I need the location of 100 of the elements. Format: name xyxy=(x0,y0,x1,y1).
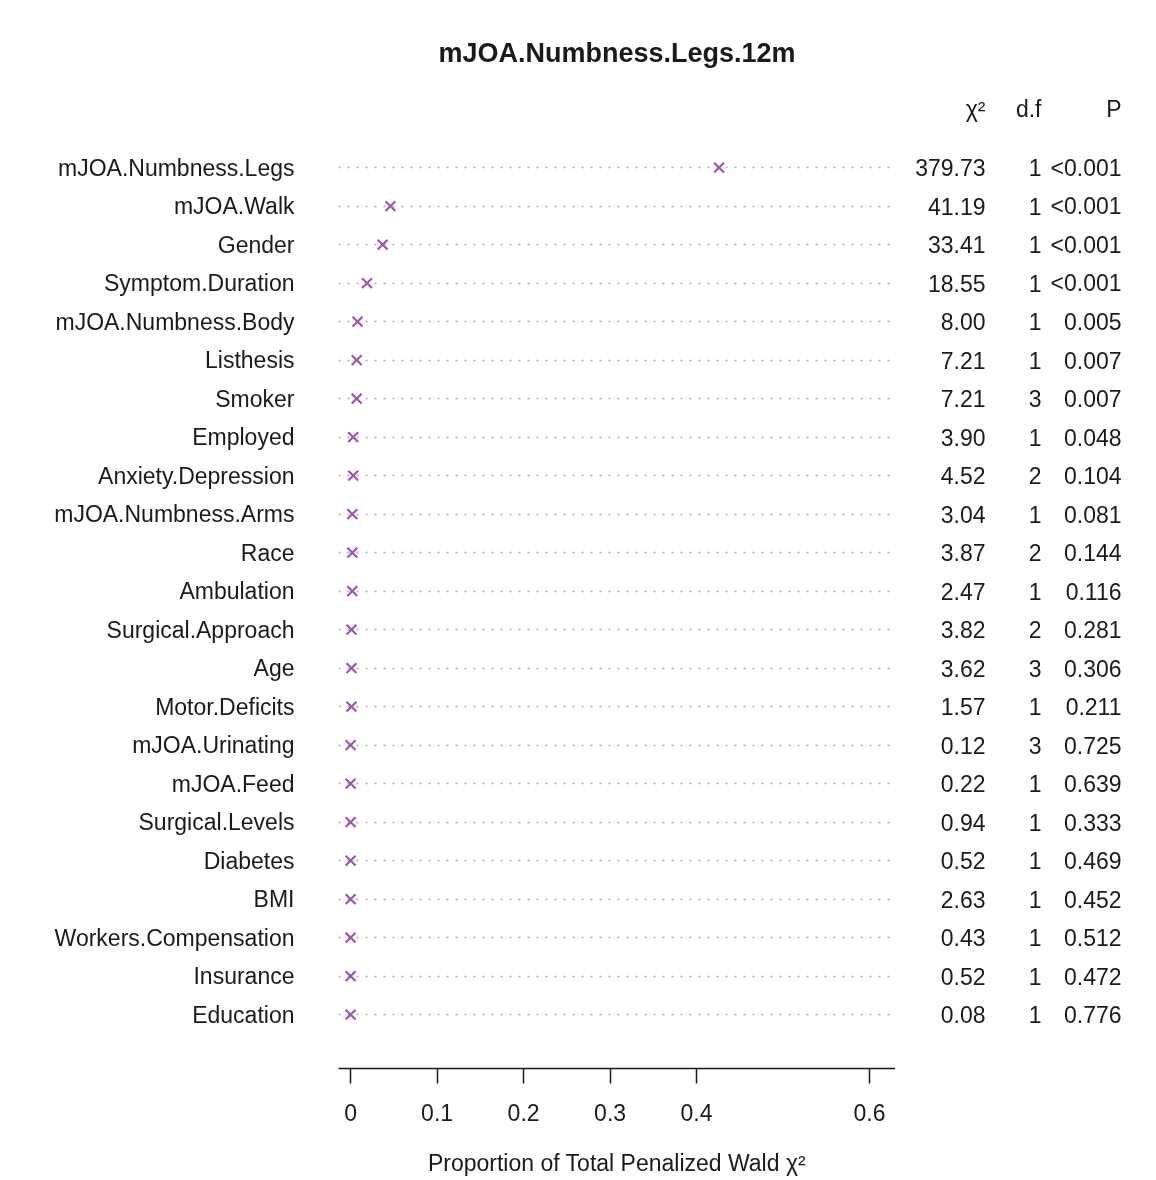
y-tick-label: mJOA.Numbness.Arms xyxy=(54,501,295,528)
text: 1 xyxy=(1028,694,1042,721)
text: 0.211 xyxy=(1065,694,1122,721)
x-axis-title: Proportion of Total Penalized Wald χ² xyxy=(427,1149,806,1176)
y-tick-label: Motor.Deficits xyxy=(155,693,295,720)
text: 1 xyxy=(1028,848,1042,875)
text: 0.512 xyxy=(1063,925,1122,952)
y-tick-label: Education xyxy=(192,1001,295,1028)
text: 4.52 xyxy=(940,463,986,490)
text: <0.001 xyxy=(1050,231,1122,258)
text: 0.104 xyxy=(1063,463,1122,490)
text: 1 xyxy=(1028,809,1042,836)
text: 0.22 xyxy=(940,771,986,798)
text: 0.144 xyxy=(1063,540,1122,567)
point xyxy=(384,200,397,213)
text: 0.007 xyxy=(1063,347,1122,374)
point xyxy=(345,662,358,675)
text: 0.005 xyxy=(1063,309,1122,336)
point xyxy=(346,546,359,559)
x-tick-label: 0.4 xyxy=(680,1099,713,1126)
chart-title: mJOA.Numbness.Legs.12m xyxy=(438,38,796,68)
text: 1 xyxy=(1028,424,1042,451)
text: 0.472 xyxy=(1063,963,1122,990)
text: 1 xyxy=(1028,155,1042,182)
y-tick-label: mJOA.Numbness.Legs xyxy=(58,154,295,181)
point xyxy=(346,585,359,598)
point xyxy=(345,623,358,636)
text: 3 xyxy=(1028,732,1042,759)
point xyxy=(347,469,360,482)
y-tick-label: Symptom.Duration xyxy=(104,270,295,297)
text: <0.001 xyxy=(1050,154,1122,181)
text: 0.94 xyxy=(940,809,986,836)
text: <0.001 xyxy=(1050,193,1122,220)
y-tick-label: Smoker xyxy=(215,385,295,412)
text: 1 xyxy=(1028,232,1042,259)
text: 0.469 xyxy=(1063,848,1122,875)
point xyxy=(344,1008,357,1021)
y-tick-label: mJOA.Feed xyxy=(171,770,295,797)
text: 0.12 xyxy=(940,732,986,759)
text: 7.21 xyxy=(940,347,986,374)
point xyxy=(350,354,363,367)
text: 1 xyxy=(1028,309,1042,336)
text: 0.725 xyxy=(1063,732,1122,759)
text: 1 xyxy=(1028,886,1042,913)
point xyxy=(351,315,364,328)
y-tick-label: Anxiety.Depression xyxy=(98,462,295,489)
point xyxy=(344,854,357,867)
point xyxy=(344,893,357,906)
text: 2 xyxy=(1028,617,1042,644)
text: 1 xyxy=(1028,771,1042,798)
text: 0.52 xyxy=(940,848,986,875)
point xyxy=(360,277,374,290)
x-tick-label: 0 xyxy=(344,1099,358,1126)
y-tick-label: Age xyxy=(253,655,295,682)
text: 1 xyxy=(1028,501,1042,528)
text: 0.116 xyxy=(1065,578,1122,605)
y-tick-label: Race xyxy=(240,539,295,566)
text: 3.04 xyxy=(940,501,986,528)
text: 0.452 xyxy=(1063,886,1122,913)
text: 3 xyxy=(1028,655,1042,682)
text: 0.08 xyxy=(940,1002,986,1029)
point xyxy=(347,431,360,444)
text: 0.52 xyxy=(940,963,986,990)
text: 0.048 xyxy=(1063,424,1122,451)
y-tick-label: Diabetes xyxy=(203,847,295,874)
y-tick-label: mJOA.Urinating xyxy=(132,732,295,759)
y-tick-label: Ambulation xyxy=(179,578,295,605)
text: 2 xyxy=(1028,540,1042,567)
text: 1 xyxy=(1028,347,1042,374)
text: 0.281 xyxy=(1063,617,1122,644)
point xyxy=(376,238,389,251)
y-tick-label: Insurance xyxy=(193,963,295,990)
x-tick-label: 0.1 xyxy=(421,1099,454,1126)
text: 2.47 xyxy=(940,578,986,605)
y-tick-label: Surgical.Approach xyxy=(106,616,295,643)
point xyxy=(344,970,357,983)
point xyxy=(345,700,358,713)
point xyxy=(344,931,357,944)
text: 0.639 xyxy=(1063,771,1122,798)
text: 0.007 xyxy=(1063,386,1122,413)
text: 1.57 xyxy=(940,694,986,721)
text: 0.081 xyxy=(1063,501,1122,528)
text: 0.306 xyxy=(1063,655,1122,682)
text: 0.776 xyxy=(1063,1002,1122,1029)
text: 33.41 xyxy=(927,232,986,259)
text: 0.43 xyxy=(940,925,986,952)
text: 2.63 xyxy=(940,886,986,913)
point xyxy=(344,739,357,752)
x-tick-label: 0.6 xyxy=(853,1099,886,1126)
point xyxy=(346,508,359,521)
category-label: P xyxy=(1106,95,1122,122)
text: 1 xyxy=(1028,963,1042,990)
x-tick-label: 0.2 xyxy=(507,1099,540,1126)
point xyxy=(344,816,357,829)
text: 3 xyxy=(1028,386,1042,413)
text: <0.001 xyxy=(1050,270,1122,297)
text: 379.73 xyxy=(915,155,986,182)
y-tick-label: Gender xyxy=(217,231,295,258)
point xyxy=(713,161,726,174)
text: 3.87 xyxy=(940,540,986,567)
